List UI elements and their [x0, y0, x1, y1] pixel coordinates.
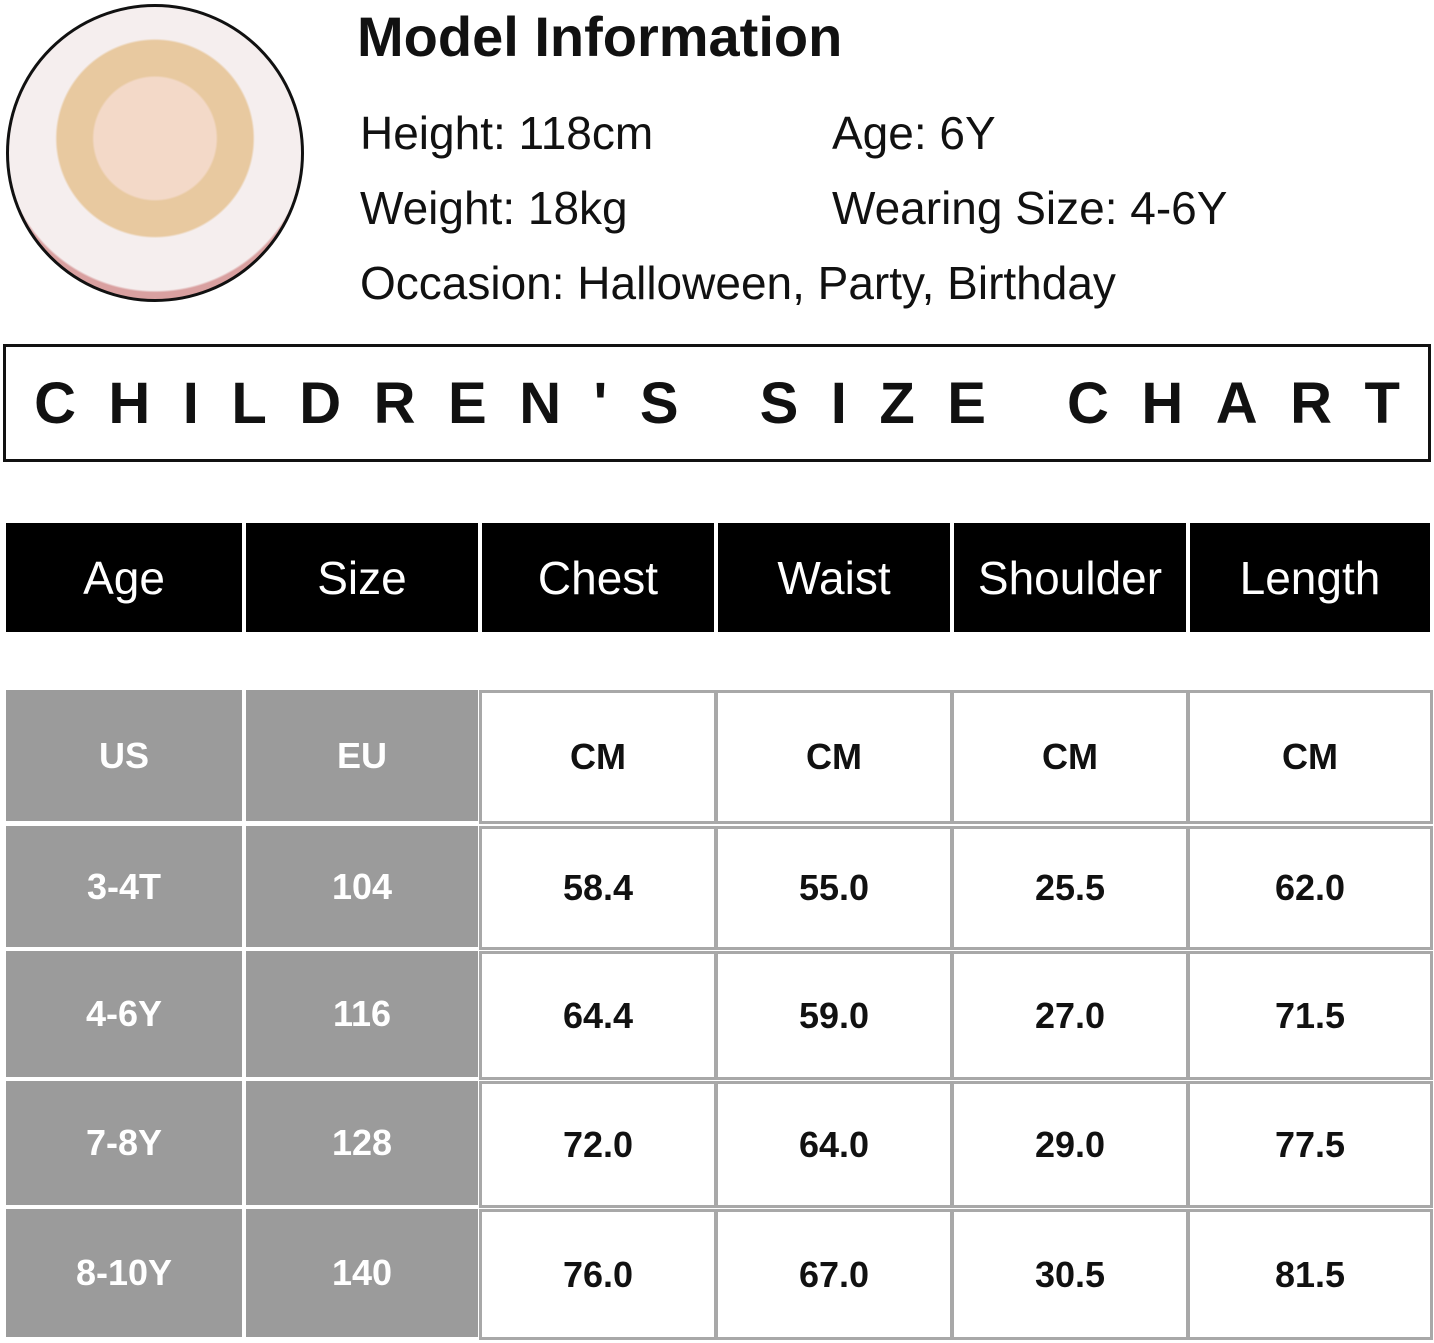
banner-text: CHILDREN'S SIZE CHART — [34, 370, 1433, 436]
header-cell: Length — [1190, 523, 1430, 632]
label-cell: 128 — [246, 1081, 478, 1205]
header-cell: Size — [246, 523, 478, 632]
value-cell: 67.0 — [715, 1209, 953, 1340]
value-cell: 76.0 — [479, 1209, 717, 1340]
value-cell: 62.0 — [1187, 826, 1433, 950]
info-age: Age: 6Y — [832, 107, 996, 159]
value-cell: 29.0 — [951, 1081, 1189, 1208]
label-cell: 140 — [246, 1209, 478, 1337]
value-cell: CM — [479, 690, 717, 824]
value-cell: 81.5 — [1187, 1209, 1433, 1340]
info-title: Model Information — [357, 5, 843, 68]
label-cell: 7-8Y — [6, 1081, 242, 1205]
header-cell: Shoulder — [954, 523, 1186, 632]
model-photo — [6, 4, 304, 302]
label-cell: 4-6Y — [6, 951, 242, 1077]
header-cell: Chest — [482, 523, 714, 632]
label-cell: EU — [246, 690, 478, 821]
header-cell: Waist — [718, 523, 950, 632]
value-cell: CM — [951, 690, 1189, 824]
value-cell: 55.0 — [715, 826, 953, 950]
value-cell: 77.5 — [1187, 1081, 1433, 1208]
info-occasion: Occasion: Halloween, Party, Birthday — [360, 257, 1116, 309]
label-cell: US — [6, 690, 242, 821]
value-cell: CM — [1187, 690, 1433, 824]
info-weight: Weight: 18kg — [360, 182, 628, 234]
value-cell: 64.4 — [479, 951, 717, 1080]
value-cell: 30.5 — [951, 1209, 1189, 1340]
label-cell: 104 — [246, 826, 478, 947]
value-cell: CM — [715, 690, 953, 824]
info-height: Height: 118cm — [360, 107, 654, 159]
info-wearing-size: Wearing Size: 4-6Y — [832, 182, 1228, 234]
value-cell: 72.0 — [479, 1081, 717, 1208]
value-cell: 71.5 — [1187, 951, 1433, 1080]
label-cell: 116 — [246, 951, 478, 1077]
value-cell: 25.5 — [951, 826, 1189, 950]
label-cell: 3-4T — [6, 826, 242, 947]
value-cell: 58.4 — [479, 826, 717, 950]
value-cell: 59.0 — [715, 951, 953, 1080]
value-cell: 64.0 — [715, 1081, 953, 1208]
banner: CHILDREN'S SIZE CHART — [3, 344, 1431, 462]
label-cell: 8-10Y — [6, 1209, 242, 1337]
value-cell: 27.0 — [951, 951, 1189, 1080]
header-cell: Age — [6, 523, 242, 632]
